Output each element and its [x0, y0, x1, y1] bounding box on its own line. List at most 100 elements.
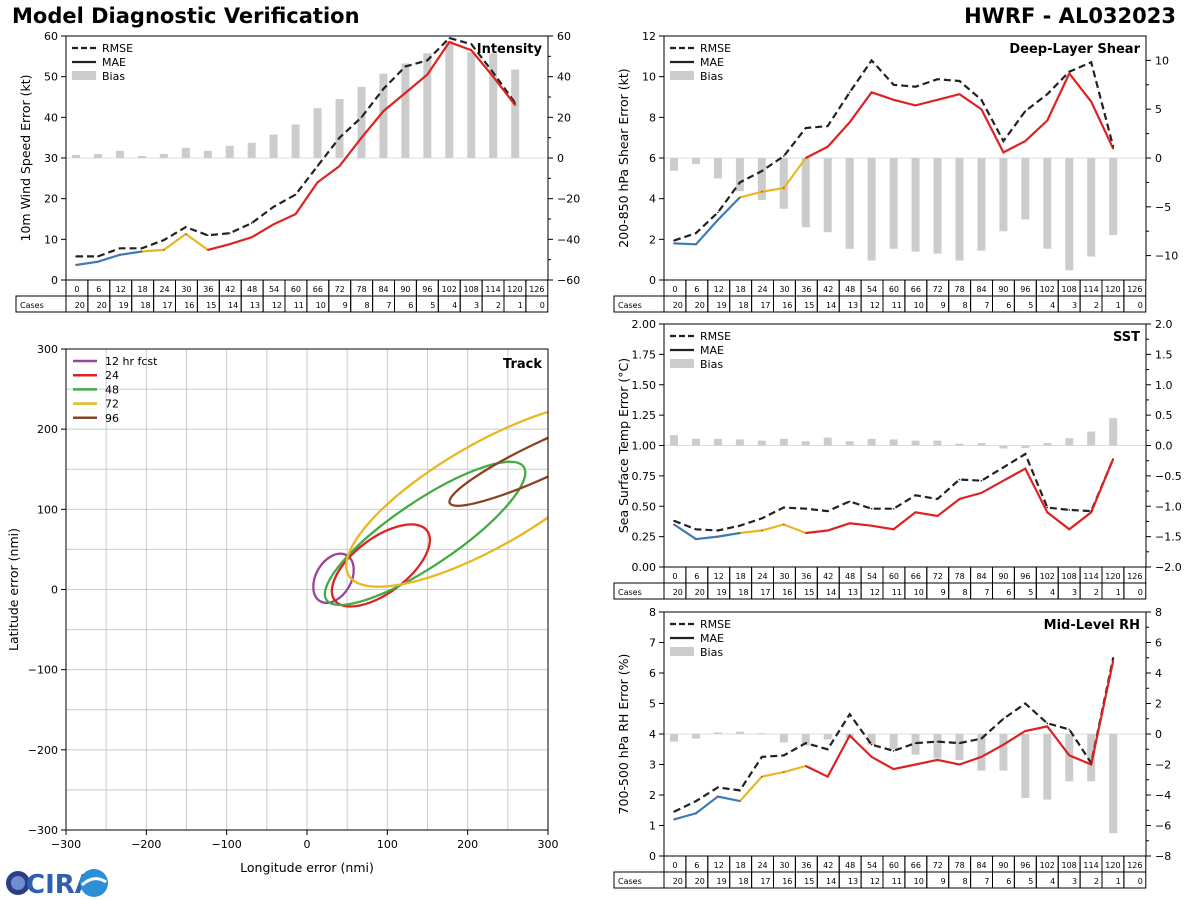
track-y-tick-label: −100	[28, 664, 58, 677]
rmse-point	[761, 170, 763, 172]
table-case-value: 14	[826, 877, 836, 886]
bias-bar	[1043, 734, 1052, 800]
table-hour-label: 108	[1062, 861, 1077, 870]
table-case-value: 13	[848, 877, 858, 886]
mae-point	[870, 91, 873, 94]
table-hour-label: 126	[1127, 285, 1142, 294]
rmse-point	[1024, 453, 1027, 455]
table-case-value: 1	[1116, 301, 1121, 310]
mae-point	[1090, 763, 1093, 766]
table-case-value: 17	[760, 301, 770, 310]
mae-point	[360, 136, 363, 139]
table-case-value: 20	[695, 301, 705, 310]
table-case-value: 0	[1138, 877, 1143, 886]
bias-bar	[889, 158, 898, 249]
mae-point	[782, 523, 785, 526]
y-tick-label: 50	[44, 71, 58, 84]
bias-bar	[999, 158, 1008, 232]
table-hour-label: 78	[955, 285, 965, 294]
bias-bar	[691, 734, 700, 739]
table-hour-label: 42	[225, 285, 235, 294]
bias-bar	[445, 41, 454, 159]
mae-point	[980, 756, 983, 758]
track-legend-label: 96	[105, 412, 119, 425]
bias-bar	[401, 63, 410, 159]
table-cases-label: Cases	[20, 301, 44, 310]
table-case-value: 14	[826, 301, 836, 310]
track-ellipses	[312, 401, 548, 608]
legend-bias-label: Bias	[700, 358, 723, 371]
track-y-tick-label: 300	[37, 343, 58, 356]
bias-bar	[911, 734, 920, 755]
bias-bar	[713, 438, 722, 446]
mae-point	[826, 529, 829, 532]
table-hour-label: 126	[1127, 861, 1142, 870]
table-hour-label: 102	[1040, 285, 1055, 294]
table-hour-label: 72	[933, 572, 943, 581]
y-tick-label: 20	[44, 193, 58, 206]
table-hour-label: 30	[779, 861, 789, 870]
rmse-point	[184, 226, 187, 228]
y2-tick-label: 10	[1155, 54, 1169, 67]
table-hour-label: 66	[911, 285, 921, 294]
rmse-point	[739, 181, 741, 184]
table-hour-label: 0	[672, 572, 677, 581]
bias-bar	[889, 734, 898, 750]
table-hour-label: 72	[933, 285, 943, 294]
table-hour-label: 60	[889, 572, 899, 581]
table-hour-label: 114	[1083, 572, 1098, 581]
table-case-value: 2	[1094, 588, 1099, 597]
legend-bias-swatch	[670, 647, 694, 656]
mae-point	[1046, 725, 1049, 728]
mae-point	[870, 756, 873, 758]
mae-point	[717, 219, 719, 221]
table-case-value: 8	[963, 877, 968, 886]
mae-point	[1112, 458, 1114, 460]
track-x-tick-label: −100	[212, 838, 242, 851]
model-title: HWRF - AL032023	[964, 4, 1176, 28]
rmse-point	[360, 116, 363, 119]
y-tick-label: 10	[44, 233, 58, 246]
legend-rmse-label: RMSE	[700, 618, 731, 631]
table-hour-label: 72	[335, 285, 345, 294]
mae-point	[739, 196, 741, 199]
bias-bar	[1043, 443, 1052, 446]
bias-bar	[955, 158, 964, 261]
mae-point	[826, 775, 829, 778]
rmse-point	[250, 222, 253, 224]
table-case-value: 13	[848, 588, 858, 597]
rmse-point	[1112, 656, 1114, 659]
bias-bar	[955, 443, 964, 446]
table-hour-label: 96	[1020, 572, 1030, 581]
rmse-point	[804, 127, 807, 129]
page-title: Model Diagnostic Verification	[12, 4, 360, 28]
y-tick-label: 1.25	[632, 409, 657, 422]
rmse-point	[1002, 140, 1005, 142]
table-case-value: 5	[430, 301, 435, 310]
rmse-point	[141, 247, 143, 250]
rmse-point	[739, 789, 741, 792]
bias-bar	[1065, 438, 1074, 446]
table-hour-label: 60	[291, 285, 301, 294]
rmse-point	[936, 740, 939, 743]
legend-rmse-label: RMSE	[102, 42, 133, 55]
table-hour-label: 54	[867, 572, 877, 581]
y2-tick-label: 8	[1155, 606, 1162, 619]
bias-bar	[977, 443, 986, 446]
rmse-point	[980, 479, 983, 482]
y2-tick-label: 1.5	[1155, 348, 1173, 361]
mae-point	[1090, 100, 1093, 103]
legend-mae-label: MAE	[700, 56, 724, 69]
table-hour-label: 12	[116, 285, 126, 294]
y2-tick-label: −60	[557, 274, 580, 287]
y-tick-label: 1.75	[632, 348, 657, 361]
table-case-value: 16	[184, 301, 194, 310]
table-hour-label: 12	[714, 861, 724, 870]
y2-tick-label: 60	[557, 30, 571, 43]
bias-bar	[511, 69, 520, 158]
table-case-value: 3	[1072, 301, 1077, 310]
rmse-point	[761, 756, 763, 758]
table-hour-label: 120	[1105, 861, 1120, 870]
track-legend-label: 72	[105, 398, 119, 411]
rmse-point	[914, 494, 917, 497]
